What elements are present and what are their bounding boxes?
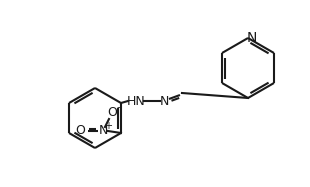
- Text: +: +: [104, 121, 112, 131]
- Text: N: N: [247, 31, 257, 45]
- Text: HN: HN: [126, 94, 145, 108]
- Text: O: O: [107, 105, 117, 119]
- Text: -: -: [116, 102, 120, 112]
- Text: N: N: [98, 125, 108, 137]
- Text: O: O: [75, 125, 85, 137]
- Text: N: N: [159, 94, 169, 108]
